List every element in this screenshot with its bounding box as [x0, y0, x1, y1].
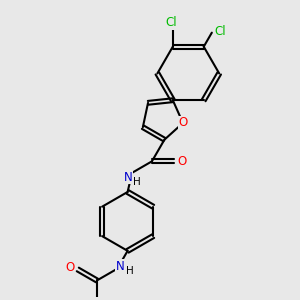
Text: O: O	[65, 262, 74, 275]
Text: O: O	[178, 155, 187, 168]
Text: H: H	[126, 266, 134, 276]
Text: N: N	[116, 260, 124, 273]
Text: O: O	[178, 116, 188, 130]
Text: Cl: Cl	[166, 16, 177, 29]
Text: Cl: Cl	[215, 25, 226, 38]
Text: H: H	[134, 177, 141, 187]
Text: N: N	[124, 171, 133, 184]
